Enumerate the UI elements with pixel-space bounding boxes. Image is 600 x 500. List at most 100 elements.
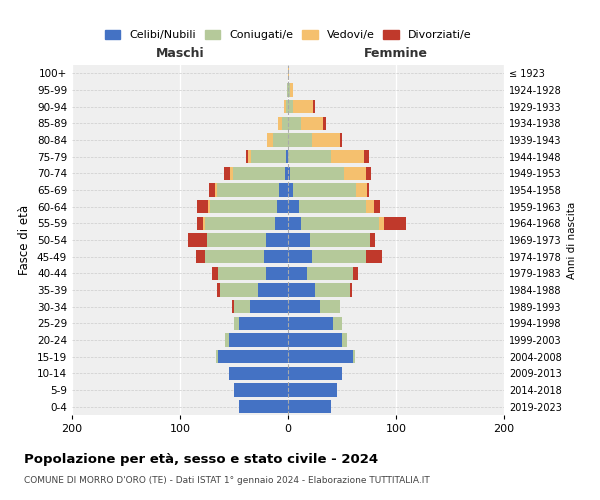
Bar	[205, 250, 264, 264]
Bar	[367, 184, 369, 196]
Bar	[273, 134, 288, 146]
Bar	[286, 150, 288, 164]
Bar	[226, 334, 229, 346]
Bar	[288, 200, 299, 213]
Bar	[288, 384, 337, 396]
Text: COMUNE DI MORRO D'ORO (TE) - Dati ISTAT 1° gennaio 2024 - Elaborazione TUTTITALI: COMUNE DI MORRO D'ORO (TE) - Dati ISTAT …	[24, 476, 430, 485]
Bar	[229, 334, 288, 346]
Bar	[323, 116, 326, 130]
Bar	[266, 234, 288, 246]
Bar	[310, 234, 370, 246]
Bar	[275, 216, 288, 230]
Bar	[209, 184, 215, 196]
Bar	[230, 166, 233, 180]
Bar	[205, 216, 275, 230]
Bar	[288, 284, 315, 296]
Bar	[313, 100, 315, 114]
Bar	[366, 166, 371, 180]
Bar	[288, 166, 290, 180]
Bar	[266, 266, 288, 280]
Bar	[288, 350, 353, 364]
Bar	[288, 66, 289, 80]
Bar	[288, 366, 342, 380]
Bar	[250, 300, 288, 314]
Bar	[353, 350, 355, 364]
Bar	[364, 150, 369, 164]
Bar	[288, 400, 331, 413]
Bar	[246, 150, 248, 164]
Y-axis label: Anni di nascita: Anni di nascita	[567, 202, 577, 278]
Bar	[197, 216, 203, 230]
Bar	[281, 116, 288, 130]
Bar	[288, 184, 293, 196]
Bar	[288, 134, 312, 146]
Bar	[356, 184, 367, 196]
Bar	[374, 200, 380, 213]
Bar	[334, 316, 342, 330]
Bar	[268, 134, 273, 146]
Bar	[288, 150, 331, 164]
Bar	[239, 400, 288, 413]
Bar	[379, 216, 384, 230]
Bar	[366, 250, 382, 264]
Bar	[293, 100, 313, 114]
Bar	[288, 116, 301, 130]
Bar	[196, 250, 205, 264]
Text: Maschi: Maschi	[155, 47, 205, 60]
Bar	[248, 150, 251, 164]
Bar	[344, 166, 366, 180]
Bar	[239, 316, 288, 330]
Bar	[301, 116, 323, 130]
Bar	[288, 334, 342, 346]
Bar	[350, 284, 352, 296]
Bar	[331, 150, 364, 164]
Bar	[217, 284, 220, 296]
Bar	[312, 250, 366, 264]
Bar	[290, 84, 293, 96]
Bar	[284, 100, 286, 114]
Bar	[278, 116, 281, 130]
Bar	[220, 284, 258, 296]
Bar	[218, 266, 266, 280]
Bar	[287, 84, 288, 96]
Bar	[340, 134, 342, 146]
Bar	[217, 184, 280, 196]
Bar	[342, 334, 347, 346]
Bar	[293, 184, 356, 196]
Bar	[224, 166, 230, 180]
Bar	[197, 200, 208, 213]
Bar	[288, 84, 290, 96]
Bar	[370, 234, 376, 246]
Bar	[288, 234, 310, 246]
Bar	[188, 234, 207, 246]
Bar	[366, 200, 374, 213]
Bar	[232, 300, 234, 314]
Bar	[307, 266, 353, 280]
Bar	[285, 166, 288, 180]
Bar	[215, 184, 217, 196]
Bar	[207, 234, 266, 246]
Bar	[215, 350, 218, 364]
Bar	[288, 266, 307, 280]
Bar	[208, 200, 210, 213]
Bar	[301, 216, 379, 230]
Bar	[288, 300, 320, 314]
Bar	[212, 266, 218, 280]
Bar	[210, 200, 277, 213]
Bar	[286, 100, 288, 114]
Bar	[280, 184, 288, 196]
Text: Femmine: Femmine	[364, 47, 428, 60]
Bar	[288, 316, 334, 330]
Bar	[290, 166, 344, 180]
Y-axis label: Fasce di età: Fasce di età	[19, 205, 31, 275]
Bar	[234, 300, 250, 314]
Bar	[234, 316, 239, 330]
Bar	[234, 384, 288, 396]
Bar	[277, 200, 288, 213]
Bar	[233, 166, 285, 180]
Bar	[229, 366, 288, 380]
Bar	[258, 284, 288, 296]
Bar	[315, 284, 350, 296]
Bar	[312, 134, 340, 146]
Text: Popolazione per età, sesso e stato civile - 2024: Popolazione per età, sesso e stato civil…	[24, 452, 378, 466]
